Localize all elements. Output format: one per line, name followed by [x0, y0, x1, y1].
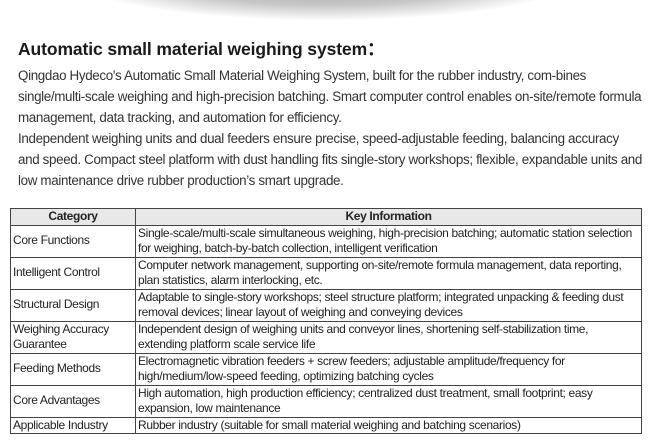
category-cell: Intelligent Control	[10, 256, 136, 290]
header-key-information: Key Information	[135, 208, 642, 226]
info-table: Category Key Information Core Functions S…	[10, 208, 642, 434]
table-row: Core Functions Single-scale/multi-scale s…	[10, 224, 642, 258]
category-cell: Core Advantages	[10, 384, 136, 418]
info-cell: Rubber industry (suitable for small mate…	[135, 416, 642, 434]
category-cell: Feeding Methods	[10, 352, 136, 386]
category-cell: Structural Design	[10, 288, 136, 322]
info-cell: Independent design of weighing units and…	[135, 320, 642, 354]
decorative-shadow	[80, 0, 570, 20]
intro-paragraph: Qingdao Hydeco's Automatic Small Materia…	[18, 68, 642, 125]
category-cell: Core Functions	[10, 224, 136, 258]
category-cell: Applicable Industry	[10, 416, 136, 434]
info-cell: Electromagnetic vibration feeders + scre…	[135, 352, 642, 386]
info-cell: Adaptable to single-story workshops; ste…	[135, 288, 642, 322]
page-title: Automatic small material weighing system…	[18, 39, 385, 59]
intro-text: Qingdao Hydeco's Automatic Small Materia…	[18, 65, 643, 191]
table-row: Structural Design Adaptable to single-sto…	[10, 288, 642, 322]
table-row: Applicable Industry Rubber industry (suit…	[10, 416, 642, 434]
table-row: Intelligent Control Computer network mana…	[10, 256, 642, 290]
info-cell: Computer network management, supporting …	[135, 256, 642, 290]
table-row: Weighing Accuracy Guarantee Independent d…	[10, 320, 642, 354]
table-row: Feeding Methods Electromagnetic vibration…	[10, 352, 642, 386]
category-cell: Weighing Accuracy Guarantee	[10, 320, 136, 354]
header-category: Category	[10, 208, 136, 226]
intro-paragraph: Independent weighing units and dual feed…	[18, 131, 643, 188]
info-cell: High automation, high production efficie…	[135, 384, 642, 418]
table-header-row: Category Key Information	[10, 208, 642, 226]
table-row: Core Advantages High automation, high pro…	[10, 384, 642, 418]
info-cell: Single-scale/multi-scale simultaneous we…	[135, 224, 642, 258]
